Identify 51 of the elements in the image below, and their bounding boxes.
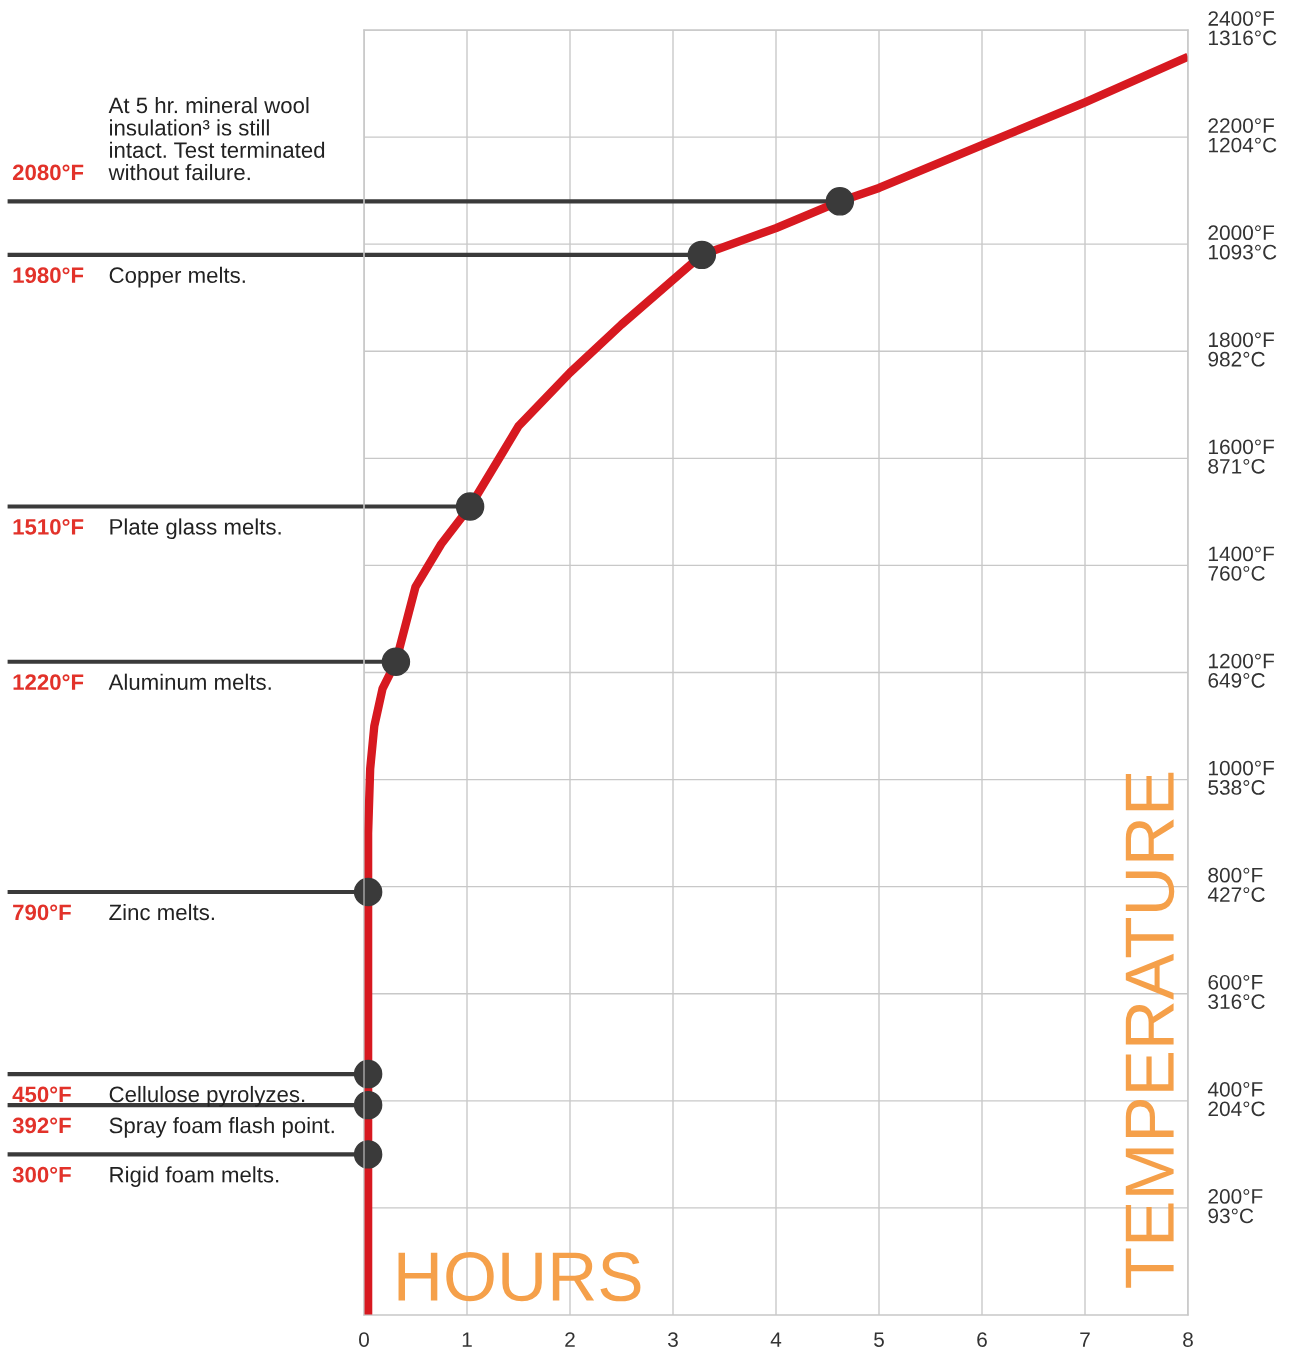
y-tick-label: 1800°F	[1209, 332, 1275, 348]
text: Copper melts.	[109, 266, 245, 288]
text: Cellulose pyrolyzes.	[109, 1085, 305, 1107]
x-tick-label: 2	[565, 1332, 575, 1347]
y2-tick-label: 204°C	[1208, 1101, 1265, 1117]
y2-tick-label: 427°C	[1207, 887, 1265, 902]
y-tick-label: 800°F	[1208, 867, 1263, 883]
data-label: 1980°F	[13, 267, 84, 284]
data-label: 2080°F	[12, 164, 84, 181]
data-label: 790°F	[13, 904, 71, 921]
data-label: 1510°F	[13, 518, 84, 535]
x-tick-label: 3	[668, 1332, 678, 1347]
y-tick-label: 200°F	[1208, 1189, 1263, 1204]
text: Zinc melts.	[109, 903, 214, 921]
y-tick-label: 1200°F	[1209, 653, 1275, 669]
x-tick-label: 4	[770, 1332, 782, 1347]
y2-tick-label: 93°C	[1208, 1208, 1254, 1224]
y-tick-label: 600°F	[1208, 974, 1263, 990]
y2-tick-label: 982°C	[1208, 351, 1265, 367]
text: Aluminum melts.	[108, 673, 271, 690]
x-tick-label: 7	[1080, 1332, 1090, 1347]
y2-tick-label: 538°C	[1208, 780, 1265, 795]
y2-tick-label: 871°C	[1208, 458, 1265, 474]
text: At 5 hr. mineral wool insulation³ is still intact. Test terminated without failure.	[108, 96, 325, 181]
y-tick-label: 2400°F	[1208, 11, 1275, 26]
y2-tick-label: 316°C	[1208, 994, 1265, 1009]
x-tick-label: 5	[874, 1332, 884, 1347]
y2-tick-label: 1316°C	[1209, 30, 1277, 46]
y2-tick-label: 1204°C	[1209, 137, 1277, 153]
data-label: 392°F	[12, 1117, 71, 1134]
y-axis-title: TEMPERATURE	[1125, 772, 1175, 1288]
text: Plate glass melts.	[110, 518, 281, 540]
x-axis-title: HOURS	[398, 1252, 641, 1302]
y-tick-label: 400°F	[1207, 1081, 1263, 1097]
y-tick-label: 1000°F	[1209, 760, 1275, 776]
text: Rigid foam melts.	[110, 1166, 279, 1187]
y2-tick-label: 649°C	[1208, 673, 1265, 688]
x-tick-label: 8	[1183, 1332, 1193, 1347]
y2-tick-label: 760°C	[1208, 565, 1265, 581]
data-label: 450°F	[12, 1086, 71, 1103]
data-label: 1220°F	[13, 674, 84, 690]
y-tick-label: 2200°F	[1208, 118, 1275, 133]
y2-tick-label: 1093°C	[1209, 244, 1277, 260]
x-tick-label: 0	[359, 1332, 369, 1347]
data-label: 300°F	[12, 1166, 71, 1183]
y-tick-label: 2000°F	[1208, 225, 1275, 241]
x-tick-label: 6	[977, 1332, 987, 1347]
y-tick-label: 1400°F	[1209, 546, 1275, 562]
x-tick-label: 1	[462, 1332, 472, 1347]
y-tick-label: 1600°F	[1209, 439, 1275, 455]
text: Spray foam flash point.	[109, 1116, 334, 1138]
